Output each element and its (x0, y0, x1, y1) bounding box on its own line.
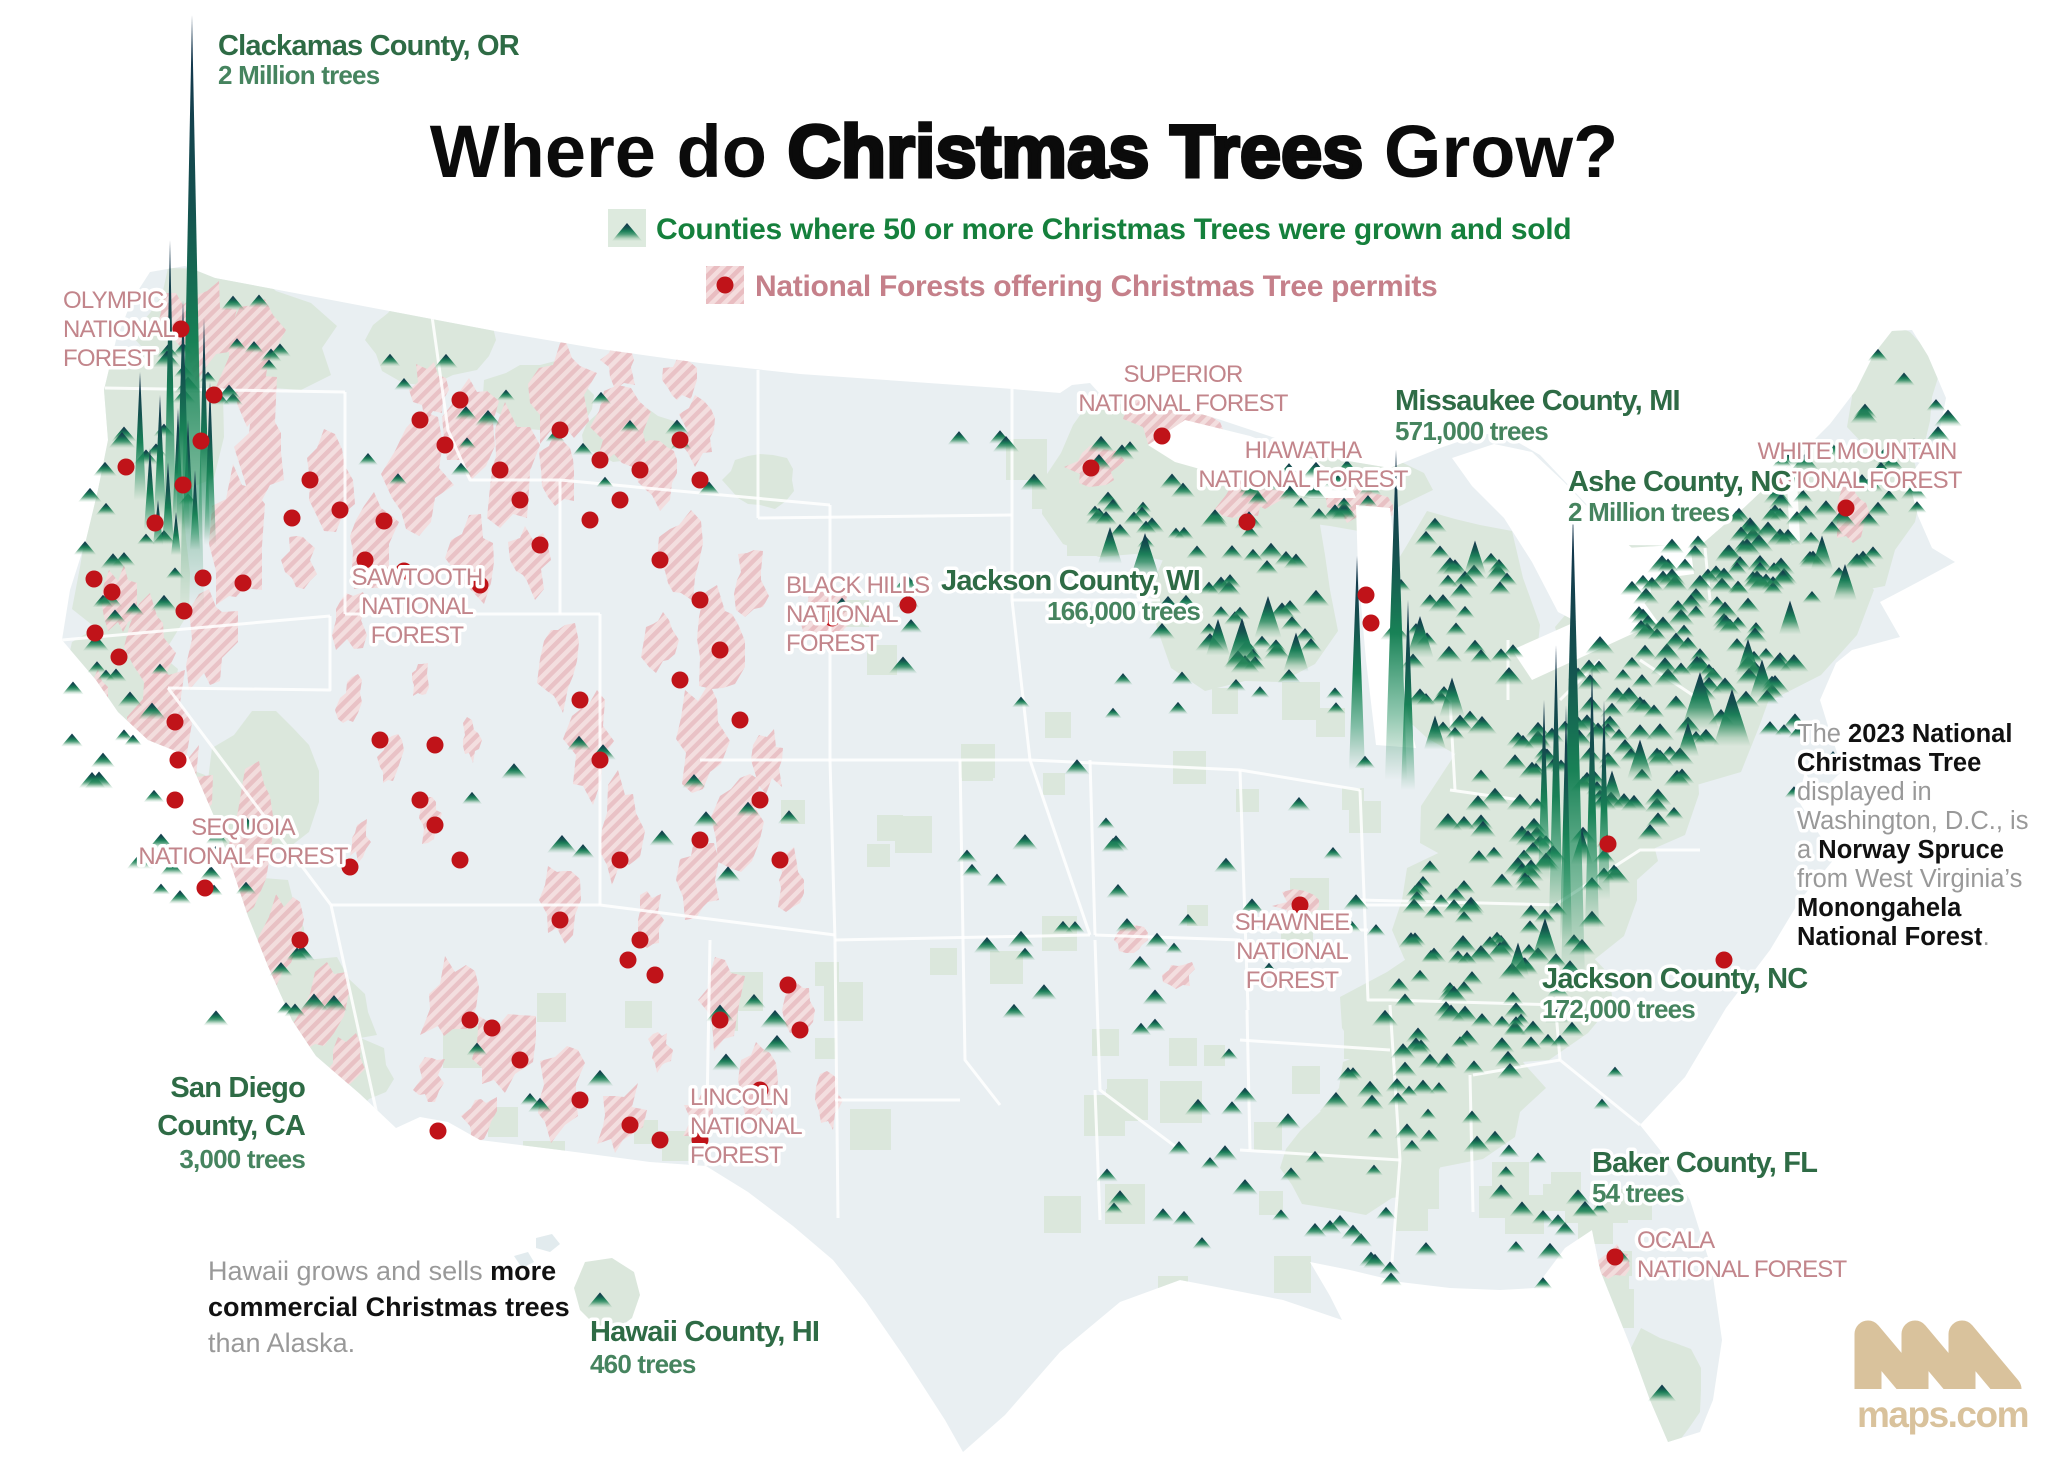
svg-text:displayed in: displayed in (1797, 778, 1932, 806)
svg-text:OCALA: OCALA (1637, 1227, 1715, 1254)
svg-text:OLYMPIC: OLYMPIC (63, 287, 164, 314)
svg-text:FOREST: FOREST (63, 345, 157, 372)
svg-text:3,000 trees: 3,000 trees (179, 1144, 305, 1174)
svg-text:NATIONAL: NATIONAL (63, 316, 175, 343)
svg-text:NATIONAL: NATIONAL (786, 601, 898, 628)
svg-text:SEQUOIA: SEQUOIA (191, 814, 296, 841)
svg-text:Jackson County, NC: Jackson County, NC (1542, 963, 1808, 995)
svg-text:NATIONAL FOREST: NATIONAL FOREST (1752, 467, 1962, 494)
svg-text:SHAWNEE: SHAWNEE (1235, 909, 1350, 936)
svg-text:166,000 trees: 166,000 trees (1047, 596, 1200, 626)
svg-text:SUPERIOR: SUPERIOR (1124, 361, 1243, 388)
svg-text:maps.com: maps.com (1857, 1394, 2028, 1435)
svg-text:NATIONAL FOREST: NATIONAL FOREST (1078, 390, 1288, 417)
svg-text:commercial Christmas trees: commercial Christmas trees (208, 1292, 570, 1322)
svg-text:NATIONAL: NATIONAL (361, 593, 473, 620)
svg-text:Clackamas County, OR: Clackamas County, OR (218, 30, 520, 62)
svg-text:172,000 trees: 172,000 trees (1542, 994, 1695, 1024)
svg-text:Counties where 50 or more Chri: Counties where 50 or more Christmas Tree… (656, 213, 1571, 246)
svg-text:Hawaii grows and sells more: Hawaii grows and sells more (208, 1256, 556, 1286)
svg-text:Jackson County, WI: Jackson County, WI (941, 565, 1200, 597)
svg-text:460 trees: 460 trees (590, 1349, 696, 1379)
svg-text:571,000 trees: 571,000 trees (1395, 416, 1548, 446)
svg-text:National Forests offering Chri: National Forests offering Christmas Tree… (755, 270, 1437, 303)
svg-text:NATIONAL: NATIONAL (1236, 938, 1348, 965)
svg-text:FOREST: FOREST (1246, 967, 1340, 994)
svg-text:Hawaii County, HI: Hawaii County, HI (590, 1316, 819, 1348)
svg-text:Monongahela: Monongahela (1797, 894, 1962, 922)
svg-text:BLACK HILLS: BLACK HILLS (786, 572, 929, 599)
svg-text:HIAWATHA: HIAWATHA (1245, 437, 1362, 464)
svg-text:LINCOLN: LINCOLN (690, 1084, 788, 1111)
svg-text:WHITE MOUNTAIN: WHITE MOUNTAIN (1758, 438, 1957, 465)
svg-text:2 Million trees: 2 Million trees (1568, 497, 1730, 527)
svg-text:NATIONAL: NATIONAL (690, 1113, 802, 1140)
svg-text:Ashe County, NC: Ashe County, NC (1568, 466, 1792, 498)
svg-text:Baker County, FL: Baker County, FL (1592, 1147, 1817, 1179)
svg-text:FOREST: FOREST (371, 622, 465, 649)
svg-text:FOREST: FOREST (786, 630, 880, 657)
svg-text:San Diego: San Diego (170, 1072, 305, 1104)
svg-text:2 Million trees: 2 Million trees (218, 60, 380, 90)
svg-text:County, CA: County, CA (157, 1110, 306, 1142)
svg-text:Washington, D.C., is: Washington, D.C., is (1797, 807, 2028, 835)
svg-text:Missaukee County, MI: Missaukee County, MI (1395, 385, 1680, 417)
svg-text:National Forest.: National Forest. (1797, 923, 1990, 951)
svg-text:The 2023 National: The 2023 National (1797, 720, 2012, 748)
svg-text:a Norway Spruce: a Norway Spruce (1797, 836, 2004, 864)
svg-text:FOREST: FOREST (690, 1142, 784, 1169)
svg-text:SAWTOOTH: SAWTOOTH (352, 564, 483, 591)
svg-text:NATIONAL FOREST: NATIONAL FOREST (1637, 1256, 1847, 1283)
svg-text:NATIONAL FOREST: NATIONAL FOREST (1198, 466, 1408, 493)
svg-text:Where do Christmas Trees Grow?: Where do Christmas Trees Grow? (430, 110, 1618, 193)
svg-text:from West Virginia’s: from West Virginia’s (1797, 865, 2022, 893)
svg-text:54 trees: 54 trees (1592, 1178, 1684, 1208)
svg-text:than Alaska.: than Alaska. (208, 1328, 355, 1358)
svg-text:Christmas Tree: Christmas Tree (1797, 749, 1981, 777)
svg-text:NATIONAL FOREST: NATIONAL FOREST (138, 843, 348, 870)
